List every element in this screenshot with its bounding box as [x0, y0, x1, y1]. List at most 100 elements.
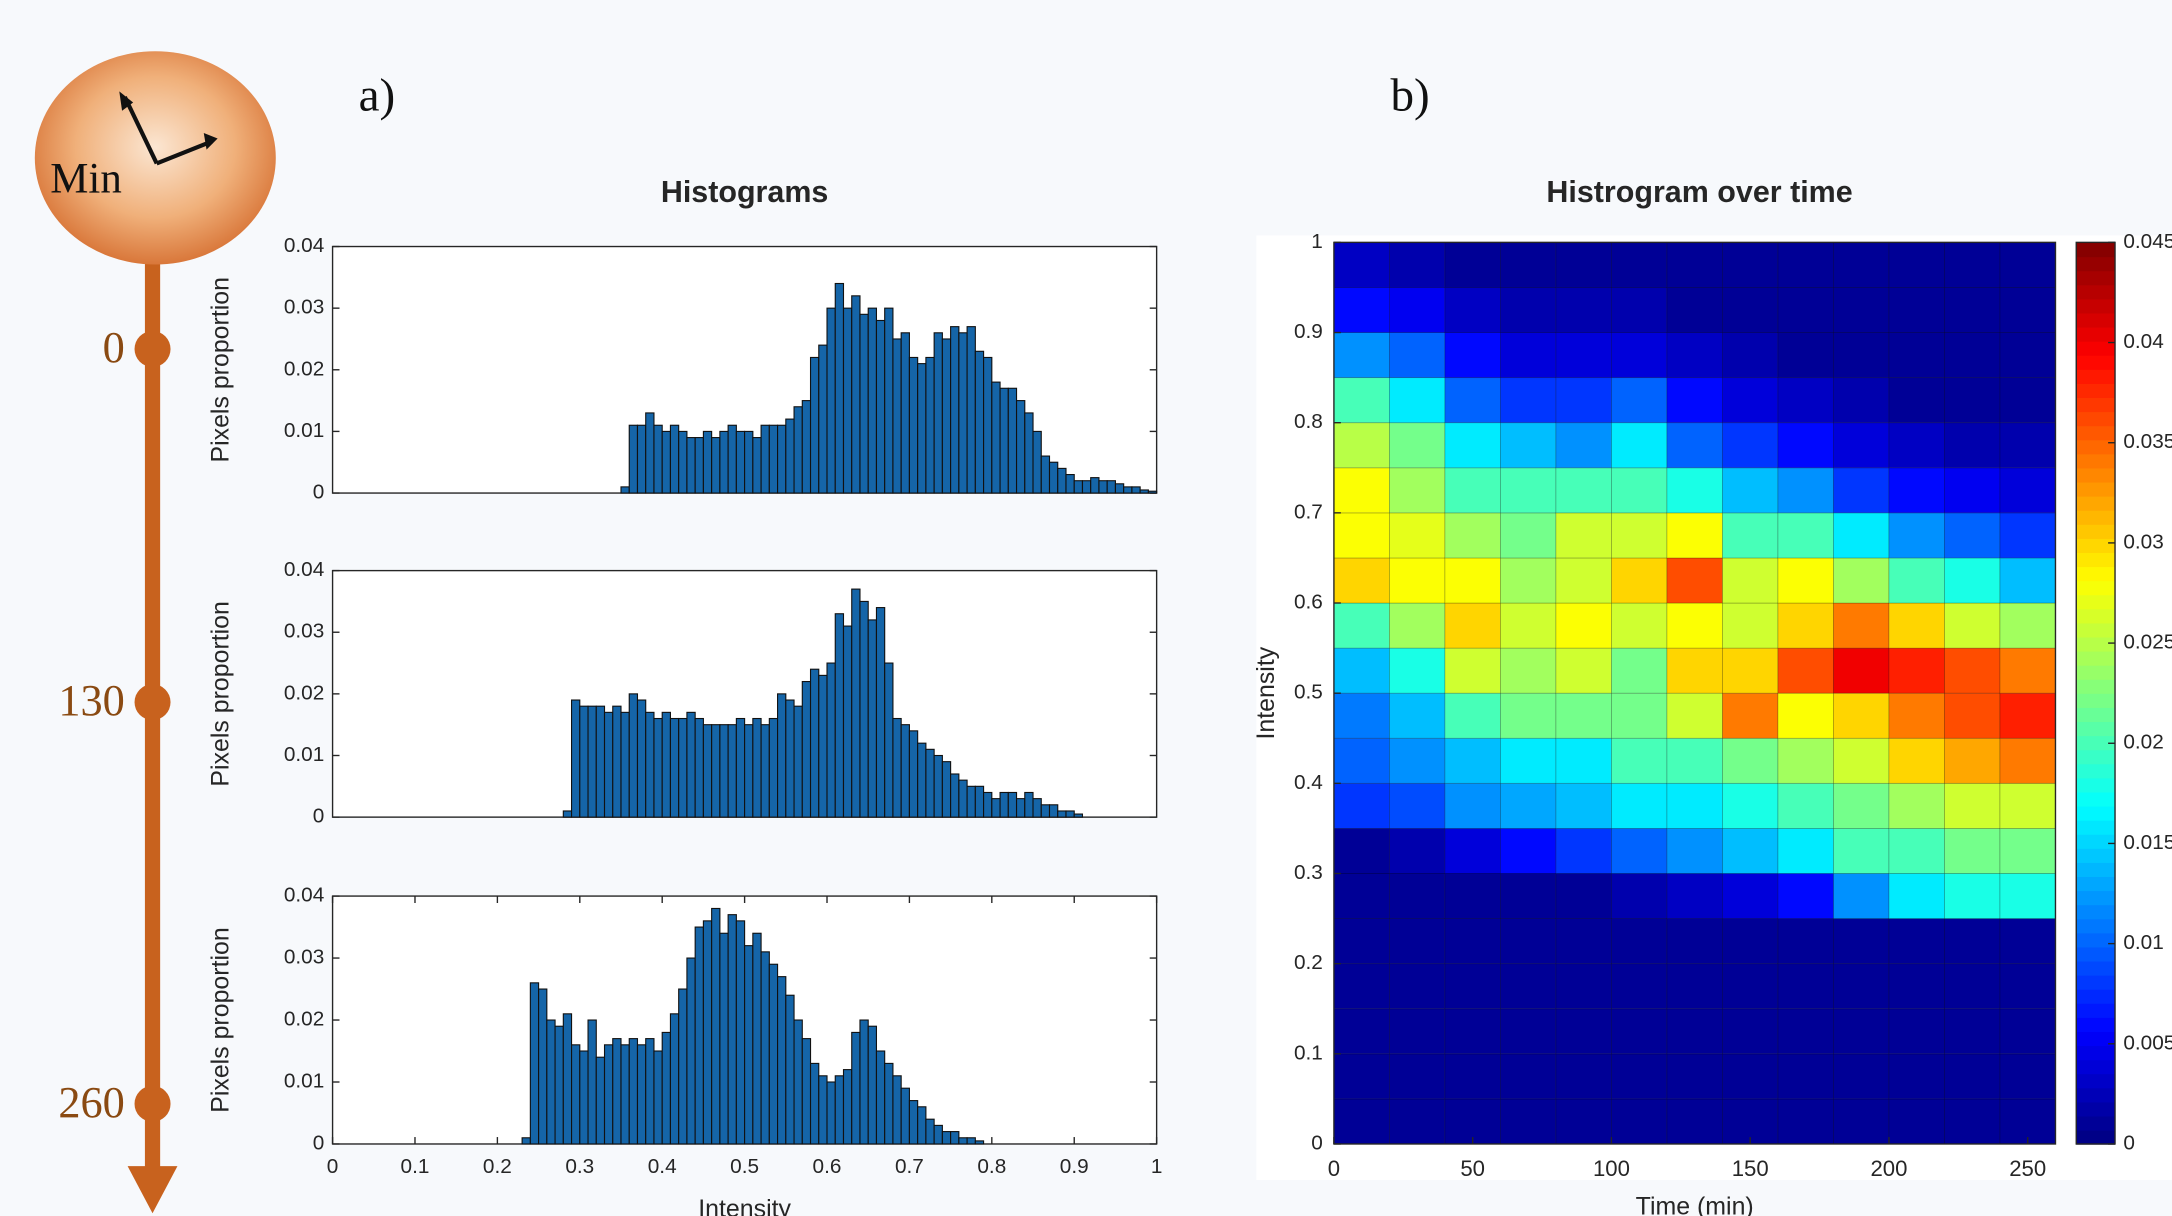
bar: [645, 711, 655, 818]
heat-cell: [1500, 963, 1557, 1010]
heat-cell: [1722, 828, 1779, 874]
bar: [603, 1044, 614, 1145]
bar: [1081, 480, 1092, 494]
bar: [892, 717, 902, 818]
bar: [735, 430, 746, 494]
heat-cell: [1666, 737, 1723, 784]
heat-cell: [1555, 692, 1612, 739]
heat-cell: [1999, 512, 2056, 559]
bar: [760, 424, 770, 494]
heat-cell: [1388, 647, 1446, 694]
heat-cell: [1777, 287, 1834, 333]
y-tick-label: 0.8: [1294, 410, 1323, 433]
bar: [744, 945, 754, 1145]
colorbar-tick-label: 0.025: [2123, 631, 2172, 654]
heat-cell: [1999, 602, 2056, 649]
bar: [636, 424, 647, 494]
heat-cell: [1444, 332, 1501, 379]
y-tick-label: 0.01: [284, 743, 324, 766]
heat-cell: [1611, 602, 1668, 649]
bar: [818, 344, 828, 494]
heat-cell: [1555, 422, 1612, 469]
x-tick-label: 0: [1328, 1156, 1340, 1181]
heat-cell: [1777, 828, 1834, 874]
heat-cell: [1944, 377, 2001, 424]
x-tick-label: 0.8: [977, 1155, 1006, 1178]
colorbar-tick-label: 0.03: [2123, 530, 2163, 553]
bar: [571, 699, 581, 818]
bar: [645, 412, 655, 494]
heat-cell: [1611, 287, 1668, 333]
heat-cell: [1444, 422, 1501, 469]
bar: [1057, 810, 1067, 818]
colorbar-segment: [2076, 890, 2116, 906]
y-tick-label: 0.04: [284, 558, 324, 581]
panel-label: b): [1390, 70, 1429, 122]
heat-cell: [1500, 828, 1557, 874]
colorbar-segment: [2076, 1003, 2116, 1018]
bar: [793, 406, 803, 494]
colorbar-segment: [2076, 270, 2116, 286]
heat-cell: [1555, 873, 1612, 919]
heat-cell: [1722, 287, 1779, 333]
heat-cell: [1944, 873, 2001, 919]
bar: [884, 307, 894, 494]
heat-cell: [1833, 602, 1890, 649]
heat-cell: [1722, 512, 1779, 559]
heat-cell: [1444, 602, 1501, 649]
bar: [826, 307, 836, 494]
bar: [587, 705, 597, 818]
y-axis-label: Intensity: [1252, 646, 1280, 739]
bar: [595, 705, 606, 818]
heat-cell: [1888, 918, 1945, 965]
colorbar-tick-label: 0.035: [2123, 430, 2172, 453]
bar: [908, 356, 919, 494]
heat-cell: [1666, 332, 1723, 379]
heat-cell: [1666, 873, 1723, 919]
bar: [1139, 489, 1149, 494]
heat-cell: [1777, 422, 1834, 469]
heat-cell: [1444, 647, 1501, 694]
heat-cell: [1500, 782, 1557, 829]
bar: [941, 1131, 952, 1145]
colorbar-segment: [2076, 622, 2116, 638]
heat-cell: [1444, 963, 1501, 1010]
colorbar-segment: [2076, 566, 2116, 582]
heat-cell: [1722, 737, 1779, 784]
colorbar-segment: [2076, 848, 2116, 863]
bar: [991, 798, 1001, 818]
panel-label: a): [359, 70, 396, 122]
bar: [538, 988, 548, 1145]
y-tick-label: 0.5: [1294, 681, 1323, 704]
heat-cell: [1944, 422, 2001, 469]
heat-cell: [1722, 332, 1779, 379]
heat-cell: [1388, 602, 1446, 649]
colorbar-segment: [2076, 425, 2116, 441]
heat-cell: [1611, 918, 1668, 965]
bar: [884, 662, 894, 818]
heat-cell: [1388, 422, 1446, 469]
y-axis-label: Pixels proportion: [206, 601, 234, 787]
colorbar-segment: [2076, 834, 2116, 849]
colorbar-segment: [2076, 355, 2116, 370]
heat-cell: [1555, 828, 1612, 874]
x-tick-label: 0.5: [730, 1155, 759, 1178]
bar: [628, 1038, 639, 1145]
bar: [653, 424, 663, 494]
y-tick-label: 1: [1311, 230, 1323, 253]
heat-cell: [1500, 918, 1557, 965]
heat-cell: [1666, 1053, 1723, 1100]
bar: [785, 699, 795, 818]
bar: [521, 1137, 531, 1145]
bar: [678, 717, 688, 818]
bar: [719, 932, 729, 1145]
heat-cell: [1888, 828, 1945, 874]
bar: [636, 1044, 647, 1145]
bar: [842, 1069, 853, 1145]
heat-cell: [1944, 737, 2001, 784]
bar: [925, 356, 935, 494]
heat-cell: [1944, 1053, 2001, 1100]
bar: [999, 791, 1009, 818]
heat-cell: [1944, 782, 2001, 829]
colorbar-segment: [2076, 608, 2116, 624]
